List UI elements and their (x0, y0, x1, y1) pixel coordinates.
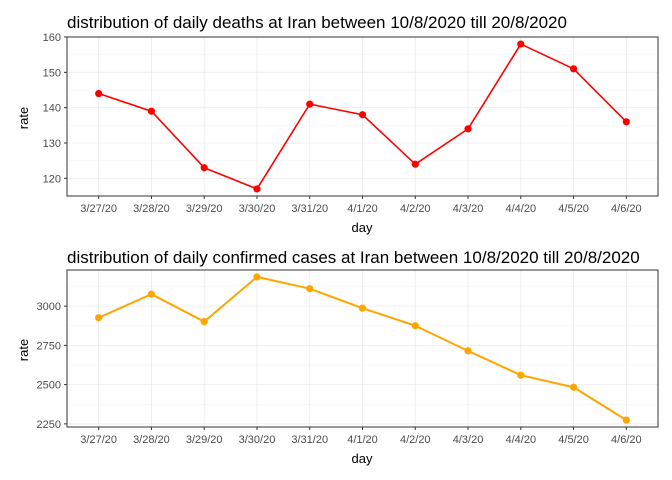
cases-y-tick-label: 2750 (37, 340, 61, 352)
cases-data-point (569, 383, 578, 391)
deaths-data-point (622, 118, 630, 126)
deaths-y-tick-label: 130 (43, 138, 61, 150)
deaths-x-axis: 3/27/20 3/28/20 3/29/20 3/30/20 3/31/20 4/1/2… (80, 196, 642, 215)
cases-x-axis: 3/27/20 3/28/20 3/29/20 3/30/20 3/31/20 4/1/2… (80, 427, 642, 446)
cases-y-tick-label: 3000 (37, 301, 61, 313)
cases-grid (67, 270, 658, 427)
deaths-y-tick-label: 120 (43, 173, 61, 185)
deaths-x-tick-label: 3/29/20 (186, 203, 223, 215)
deaths-data-point (306, 100, 314, 108)
deaths-data-point (464, 125, 472, 133)
cases-x-tick-label: 4/3/20 (453, 434, 484, 446)
cases-x-tick-label: 3/30/20 (239, 434, 276, 446)
cases-x-tick-label: 3/31/20 (291, 434, 328, 446)
deaths-data-point (358, 111, 367, 119)
deaths-y-axis-label: rate (16, 107, 31, 129)
deaths-x-tick-label: 4/3/20 (453, 203, 484, 215)
cases-x-tick-label: 3/29/20 (186, 434, 223, 446)
deaths-x-tick-label: 4/5/20 (558, 203, 589, 215)
cases-y-axis: 2250 2500 2750 3000 (37, 301, 67, 431)
deaths-data-point (411, 160, 419, 168)
deaths-x-tick-label: 4/2/20 (400, 203, 431, 215)
cases-y-axis-label: rate (16, 339, 31, 361)
deaths-data-point (147, 107, 156, 115)
deaths-data-point (569, 65, 578, 73)
deaths-chart: distribution of daily deaths at Iran bet… (16, 13, 659, 235)
deaths-x-tick-label: 3/30/20 (239, 203, 276, 215)
cases-x-tick-label: 3/28/20 (133, 434, 170, 446)
cases-data-point (622, 416, 630, 424)
deaths-x-tick-label: 3/28/20 (133, 203, 170, 215)
cases-data-point (306, 285, 314, 293)
cases-x-tick-label: 4/2/20 (400, 434, 431, 446)
deaths-grid (67, 36, 658, 197)
cases-data-point (411, 322, 419, 330)
cases-x-axis-label: day (352, 451, 373, 466)
cases-chart: distribution of daily confirmed cases at… (16, 248, 659, 466)
cases-x-tick-label: 4/4/20 (506, 434, 537, 446)
deaths-y-tick-label: 160 (43, 32, 61, 44)
deaths-data-point (517, 40, 525, 48)
deaths-x-axis-label: day (352, 220, 373, 235)
cases-data-point (358, 304, 367, 312)
cases-chart-title: distribution of daily confirmed cases at… (67, 248, 640, 267)
deaths-x-tick-label: 4/4/20 (506, 203, 537, 215)
deaths-x-tick-label: 3/31/20 (291, 203, 328, 215)
deaths-data-point (95, 89, 103, 98)
cases-data-point (95, 314, 103, 322)
cases-points (95, 273, 630, 424)
cases-y-tick-label: 2500 (37, 380, 61, 392)
cases-data-point (200, 318, 208, 326)
cases-x-tick-label: 4/5/20 (558, 434, 589, 446)
cases-y-tick-label: 2250 (37, 419, 61, 431)
deaths-x-tick-label: 4/1/20 (347, 203, 378, 215)
deaths-x-tick-label: 4/6/20 (611, 203, 642, 215)
deaths-chart-title: distribution of daily deaths at Iran bet… (67, 13, 567, 32)
deaths-y-tick-label: 150 (43, 67, 61, 79)
cases-data-point (147, 290, 156, 298)
cases-x-tick-label: 4/1/20 (347, 434, 378, 446)
cases-data-point (464, 347, 472, 355)
deaths-y-tick-label: 140 (43, 103, 61, 115)
deaths-data-point (200, 164, 208, 172)
cases-data-point (517, 371, 525, 379)
deaths-data-point (253, 185, 261, 193)
deaths-x-tick-label: 3/27/20 (80, 203, 117, 215)
deaths-y-axis: 120 130 140 150 160 (43, 32, 67, 185)
deaths-points (95, 40, 630, 193)
cases-data-point (253, 273, 261, 281)
cases-x-tick-label: 4/6/20 (611, 434, 642, 446)
cases-x-tick-label: 3/27/20 (80, 434, 117, 446)
